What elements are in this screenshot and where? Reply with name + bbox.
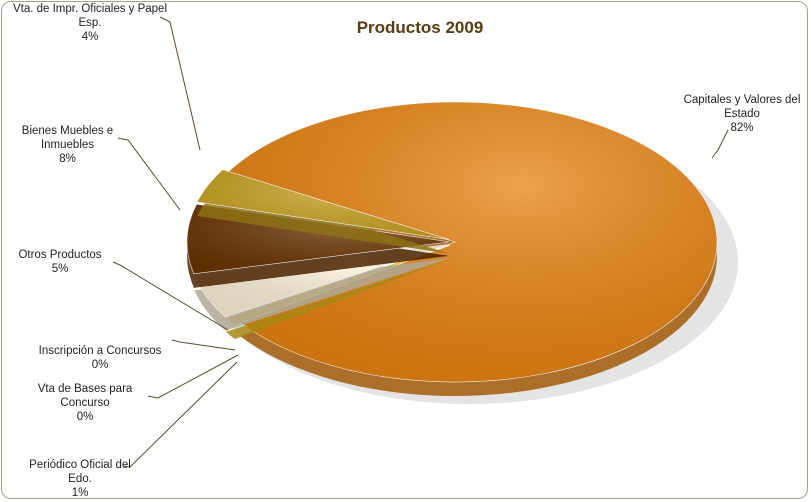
slice-shade bbox=[197, 169, 450, 240]
category-label: Bienes Muebles e Inmuebles bbox=[21, 125, 114, 151]
category-label: Vta. de Impr. Oficiales y Papel Esp. bbox=[12, 3, 168, 29]
value-label: 4% bbox=[81, 31, 99, 43]
slice-label: Vta. de Impr. Oficiales y Papel Esp. 4% bbox=[10, 2, 170, 44]
slice-group bbox=[196, 169, 450, 254]
chart-title: Productos 2009 bbox=[356, 18, 484, 37]
slice-depth bbox=[194, 258, 450, 331]
slice-depth bbox=[225, 259, 450, 340]
category-label: Capitales y Valores del Estado bbox=[683, 94, 801, 120]
value-label: 0% bbox=[76, 411, 94, 423]
category-label: Otros Productos bbox=[18, 249, 102, 261]
slices bbox=[186, 101, 718, 396]
slice-label: Otros Productos 5% bbox=[0, 248, 120, 276]
slice-group bbox=[227, 101, 718, 396]
slice-label: Vta de Bases para Concurso 0% bbox=[15, 382, 155, 424]
category-label: Periódico Oficial del Edo. bbox=[29, 459, 131, 485]
value-label: 8% bbox=[59, 153, 76, 165]
slice-label: Periódico Oficial del Edo. 1% bbox=[20, 458, 140, 500]
leader-lines bbox=[112, 16, 729, 468]
value-label: 1% bbox=[71, 487, 89, 499]
value-label: 5% bbox=[51, 263, 69, 275]
category-label: Vta de Bases para Concurso bbox=[37, 383, 133, 409]
slice-shade bbox=[228, 101, 717, 382]
slice-label: Capitales y Valores del Estado 82% bbox=[672, 93, 811, 135]
value-label: 0% bbox=[91, 359, 109, 371]
category-label: Inscripción a Concursos bbox=[38, 345, 162, 357]
slice-label: Inscripción a Concursos 0% bbox=[20, 344, 180, 372]
slice-label: Bienes Muebles e Inmuebles 8% bbox=[10, 124, 125, 166]
value-label: 82% bbox=[730, 122, 754, 134]
